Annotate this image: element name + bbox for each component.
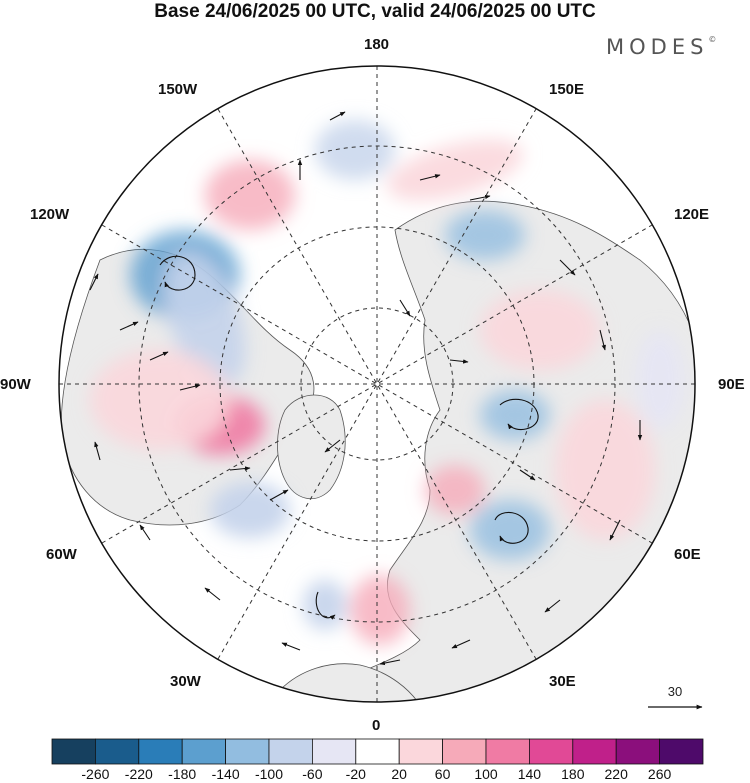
- colorbar-tick-label: -20: [345, 766, 366, 782]
- anomaly-neg-west-atlantic: [210, 482, 290, 538]
- greenland-land: [277, 394, 346, 499]
- meridian-150: [217, 108, 537, 660]
- wind-vector: [324, 439, 341, 453]
- colorbar-tick-label: 20: [391, 766, 407, 782]
- wind-vector: [469, 194, 491, 201]
- wind-vector: [281, 642, 301, 651]
- colorbar-swatch: [95, 738, 140, 765]
- wind-vector: [269, 489, 289, 501]
- colorbar: [51, 738, 704, 765]
- copyright-mark: ©: [708, 35, 717, 44]
- lon-label-90e: 90E: [718, 376, 745, 393]
- wind-vector: [609, 519, 621, 541]
- wind-vector: [149, 351, 169, 361]
- lon-label-120w: 120W: [30, 206, 70, 223]
- lon-label-150w: 150W: [158, 81, 198, 98]
- lon-label-150e: 150E: [549, 81, 585, 98]
- anomaly-pos-east-siberia: [387, 139, 523, 201]
- colorbar-tick-label: 180: [561, 766, 585, 782]
- anomaly-neg-bering: [315, 120, 395, 180]
- wind-vector: [449, 359, 469, 364]
- reference-vector-label: 30: [667, 684, 683, 699]
- colorbar-swatch: [529, 738, 574, 765]
- anomaly-neg-far-east: [635, 330, 685, 430]
- anomaly-neg-atlantic: [303, 580, 347, 630]
- map-title: Base 24/06/2025 00 UTC, valid 24/06/2025…: [154, 1, 596, 22]
- colorbar-swatch: [311, 738, 357, 765]
- meridian-120: [101, 224, 653, 544]
- colorbar-swatch: [659, 738, 704, 765]
- wind-vector: [399, 299, 411, 317]
- colorbar-swatch: [51, 738, 96, 765]
- colorbar-tick-label: 260: [647, 766, 672, 782]
- colorbar-swatch: [225, 738, 270, 765]
- circulation-asia: [499, 398, 539, 431]
- wind-vector: [204, 587, 221, 601]
- anomaly-shading: [90, 120, 685, 645]
- colorbar-tick-label: -260: [81, 766, 110, 782]
- anomaly-neg-central-asia: [480, 390, 550, 440]
- lon-label-0: 0: [372, 717, 381, 734]
- colorbar-swatch: [442, 738, 487, 765]
- wind-vector: [329, 111, 346, 121]
- anomaly-pos-scandinavia: [425, 465, 485, 515]
- colorbar-swatch: [138, 738, 183, 765]
- modes-logo: MODES©: [606, 35, 716, 59]
- lon-label-90w: 90W: [0, 376, 31, 393]
- wind-vector: [451, 639, 471, 649]
- wind-vector: [544, 599, 561, 613]
- lon-label-30w: 30W: [170, 673, 201, 690]
- colorbar-swatch: [355, 738, 400, 765]
- colorbar-tick-label: 140: [517, 766, 542, 782]
- colorbar-tick-label: -60: [302, 766, 323, 782]
- brand-name: MODES: [606, 35, 709, 59]
- colorbar-tick-label: -100: [254, 766, 284, 782]
- colorbar-swatch: [615, 738, 661, 765]
- colorbar-tick-label: 220: [604, 766, 628, 782]
- colorbar-swatch: [572, 738, 617, 765]
- anomaly-neg-europe: [470, 500, 550, 560]
- colorbar-swatch: [181, 738, 226, 765]
- map-boundary: [58, 65, 696, 703]
- anomaly-pos-north-pacific: [205, 160, 295, 230]
- wind-vector: [119, 321, 139, 331]
- anomaly-pos-na-wide: [90, 350, 230, 450]
- meridian-60: [101, 224, 653, 544]
- colorbar-swatch: [268, 738, 313, 765]
- graticule: [59, 66, 695, 702]
- anomaly-pos-mediterranean: [350, 575, 410, 645]
- wind-vector: [599, 329, 606, 351]
- lon-label-120e: 120E: [674, 206, 710, 223]
- colorbar-tick-label: -220: [124, 766, 153, 782]
- wind-vector: [89, 273, 99, 291]
- colorbar-tick-label: -180: [168, 766, 197, 782]
- anomaly-pos-siberia: [480, 290, 600, 370]
- wind-vector: [419, 174, 441, 181]
- anomaly-neg-kamchatka: [445, 210, 525, 260]
- anomaly-pos-asia-east: [555, 400, 655, 540]
- colorbar-tick-label: 60: [434, 766, 451, 782]
- wind-vectors: [89, 111, 643, 666]
- lon-label-30e: 30E: [549, 673, 576, 690]
- circulation-atlantic: [315, 591, 336, 620]
- lon-label-60w: 60W: [46, 546, 77, 563]
- colorbar-swatch: [398, 738, 444, 765]
- wind-vector: [559, 259, 576, 276]
- colorbar-tick-label: -140: [211, 766, 240, 782]
- circulation-europe: [494, 511, 529, 544]
- wind-vector: [229, 466, 251, 471]
- meridian-30: [217, 108, 537, 660]
- wind-vector: [94, 441, 101, 461]
- colorbar-tick-label: 100: [474, 766, 498, 782]
- lon-label-180: 180: [364, 36, 390, 53]
- wind-vector: [179, 384, 201, 391]
- wind-vector: [139, 524, 151, 541]
- colorbar-swatch: [485, 738, 530, 765]
- circulation-alaska: [159, 255, 196, 291]
- lon-label-60e: 60E: [674, 546, 701, 563]
- wind-vector: [519, 469, 536, 481]
- wind-vector: [379, 659, 401, 666]
